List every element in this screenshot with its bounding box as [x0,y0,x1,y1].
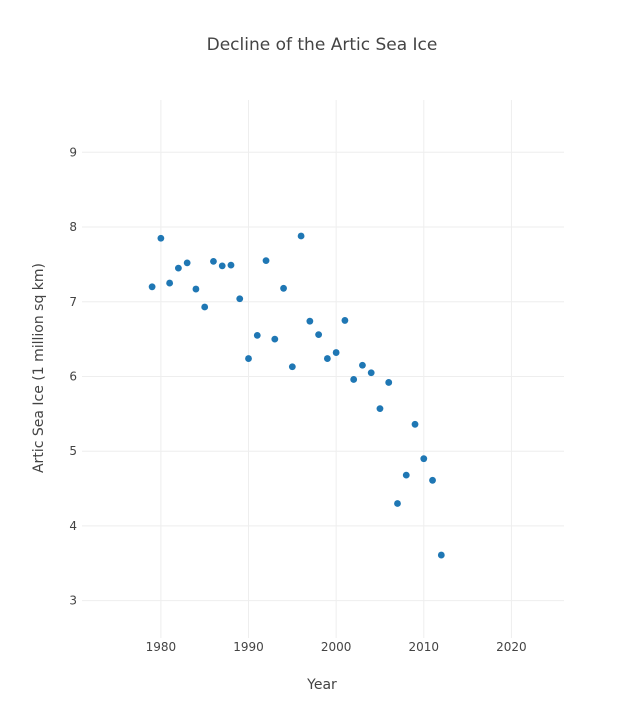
x-tick-label: 2010 [409,640,440,654]
data-point[interactable] [192,285,200,293]
data-point[interactable] [148,283,156,291]
data-point[interactable] [332,349,340,356]
data-point[interactable] [420,455,428,463]
data-point[interactable] [323,355,331,362]
tick-layer: 1980 1990 2000 2010 2020 3 4 5 6 7 8 9 [69,145,526,654]
y-tick-label: 5 [69,444,77,458]
data-point[interactable] [157,234,165,242]
y-tick-label: 4 [69,519,77,533]
x-tick-label: 2020 [496,640,527,654]
x-tick-label: 1990 [233,640,264,654]
data-point[interactable] [411,420,419,428]
data-point[interactable] [315,331,323,339]
y-tick-label: 3 [69,594,77,608]
data-point[interactable] [359,361,366,369]
data-point[interactable] [201,303,209,311]
y-tick-label: 7 [69,295,77,309]
data-point[interactable] [245,355,252,362]
data-point[interactable] [402,471,410,479]
y-axis-label: Artic Sea Ice (1 million sq km) [31,263,47,473]
data-point[interactable] [341,317,349,324]
x-tick-label: 1980 [146,640,177,654]
data-point[interactable] [306,317,314,325]
point-layer [148,232,445,559]
data-point[interactable] [166,279,174,287]
y-tick-label: 8 [69,220,77,234]
data-point[interactable] [271,335,279,343]
x-tick-label: 2000 [321,640,352,654]
data-point[interactable] [183,259,191,267]
data-point[interactable] [367,369,375,377]
data-point[interactable] [227,261,235,269]
x-axis-label: Year [306,677,337,693]
y-tick-label: 6 [69,369,77,383]
data-point[interactable] [262,257,270,265]
data-point[interactable] [429,476,436,484]
data-point[interactable] [394,500,401,507]
chart-title: Decline of the Artic Sea Ice [207,35,438,55]
data-point[interactable] [297,232,305,240]
data-point[interactable] [280,284,287,292]
data-point[interactable] [253,331,261,339]
data-point[interactable] [210,258,217,265]
data-point[interactable] [376,405,384,413]
data-point[interactable] [236,295,244,303]
data-point[interactable] [437,551,445,559]
data-point[interactable] [350,376,358,383]
y-tick-label: 9 [69,145,77,159]
data-point[interactable] [288,363,296,371]
data-point[interactable] [385,379,393,386]
grid-layer [82,100,564,638]
data-point[interactable] [218,262,226,270]
data-point[interactable] [175,264,182,272]
